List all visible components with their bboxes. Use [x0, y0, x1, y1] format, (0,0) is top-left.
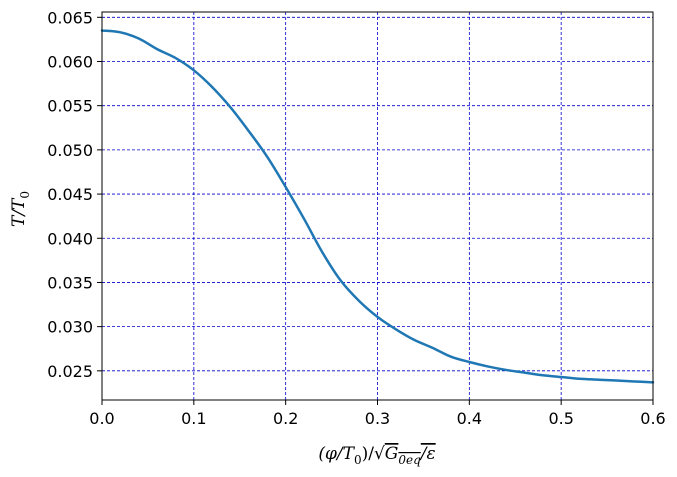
- grid-lines: [101, 12, 654, 400]
- y-tick-label: 0.060: [47, 52, 93, 71]
- y-tick-label: 0.035: [47, 273, 93, 292]
- x-axis-label: (φ/T0)/√G0eq/ε: [318, 444, 435, 467]
- y-tick-label: 0.045: [47, 185, 93, 204]
- x-tick-label: 0.3: [365, 409, 390, 428]
- x-tick-label: 0.2: [273, 409, 298, 428]
- y-axis-label: T/T0: [9, 191, 32, 227]
- x-tick-label: 0.5: [548, 409, 573, 428]
- x-tick-label: 0.6: [640, 409, 665, 428]
- x-tick-label: 0.0: [89, 409, 114, 428]
- y-tick-label: 0.025: [47, 362, 93, 381]
- tick-layer: 0.0 0.1 0.2 0.3 0.4 0.5 0.6 0.025 0.030 0.035 0.04…: [47, 8, 666, 428]
- y-tick-label: 0.040: [47, 229, 93, 248]
- x-tick-label: 0.4: [457, 409, 482, 428]
- y-tick-label: 0.030: [47, 318, 93, 337]
- y-tick-label: 0.055: [47, 97, 93, 116]
- series-layer: [100, 29, 655, 384]
- y-tick-label: 0.065: [47, 8, 93, 27]
- plot-frame: [101, 11, 654, 401]
- y-tick-label: 0.050: [47, 141, 93, 160]
- x-tick-label: 0.1: [181, 409, 206, 428]
- series-line: [100, 29, 655, 384]
